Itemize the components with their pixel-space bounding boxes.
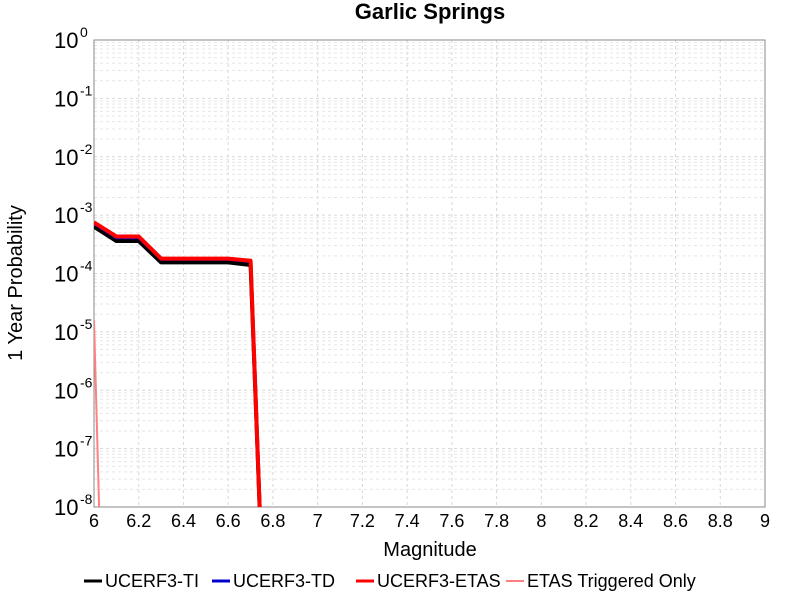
y-tick-exponent: -2 <box>80 141 93 157</box>
y-tick-label: 10 -3 <box>54 199 93 228</box>
y-tick-label: 10 -7 <box>54 433 93 462</box>
y-tick-exponent: -8 <box>80 491 93 507</box>
y-tick-exponent: -6 <box>80 374 93 390</box>
x-axis-label: Magnitude <box>383 539 476 561</box>
x-tick-label: 8.6 <box>663 511 688 531</box>
x-tick-label: 9 <box>760 511 770 531</box>
legend-item: UCERF3-TD <box>212 571 335 591</box>
x-tick-label: 7 <box>313 511 323 531</box>
y-tick-base: 10 <box>54 495 78 520</box>
x-tick-label: 8.8 <box>708 511 733 531</box>
y-tick-label: 10 -8 <box>54 491 93 520</box>
chart-title: Garlic Springs <box>355 0 505 24</box>
legend-label: UCERF3-TI <box>105 571 199 591</box>
y-tick-label: 10 -4 <box>54 258 93 287</box>
y-tick-label: 10 -6 <box>54 374 93 403</box>
legend-label: UCERF3-ETAS <box>377 571 501 591</box>
y-tick-base: 10 <box>54 378 78 403</box>
y-tick-exponent: -7 <box>80 433 93 449</box>
x-tick-label: 6.6 <box>216 511 241 531</box>
x-tick-label: 8.4 <box>618 511 643 531</box>
x-tick-label: 6.4 <box>171 511 196 531</box>
legend-label: UCERF3-TD <box>233 571 335 591</box>
x-tick-label: 8 <box>536 511 546 531</box>
series-line-3 <box>94 319 101 507</box>
y-tick-base: 10 <box>54 437 78 462</box>
y-axis-label: 1 Year Probability <box>5 205 27 361</box>
y-tick-label: 10 0 <box>54 24 88 53</box>
x-tick-label: 7.6 <box>439 511 464 531</box>
y-tick-base: 10 <box>54 28 78 53</box>
y-tick-base: 10 <box>54 145 78 170</box>
y-tick-base: 10 <box>54 262 78 287</box>
y-tick-label: 10 -5 <box>54 316 93 345</box>
legend-label: ETAS Triggered Only <box>527 571 696 591</box>
y-tick-exponent: -3 <box>80 199 93 215</box>
x-tick-label: 6 <box>89 511 99 531</box>
y-tick-base: 10 <box>54 203 78 228</box>
y-tick-base: 10 <box>54 320 78 345</box>
series-line-0 <box>94 225 262 507</box>
x-tick-label: 7.4 <box>395 511 420 531</box>
legend: UCERF3-TI UCERF3-TD UCERF3-ETAS ETAS Trigge… <box>84 571 696 591</box>
legend-item: UCERF3-TI <box>84 571 199 591</box>
grid <box>93 40 766 508</box>
x-tick-label: 8.2 <box>574 511 599 531</box>
series-layer <box>94 220 262 507</box>
y-tick-exponent: -5 <box>80 316 93 332</box>
series-line-2 <box>94 220 262 507</box>
legend-item: UCERF3-ETAS <box>356 571 501 591</box>
y-tick-exponent: 0 <box>80 24 88 40</box>
x-axis-ticks: 6 6.2 6.4 6.6 6.8 7 7.2 7.4 7.6 7.8 8 8.2 8.4 8.6 8.8 9 <box>89 511 770 531</box>
y-tick-base: 10 <box>54 86 78 111</box>
y-tick-exponent: -1 <box>80 82 93 98</box>
legend-item: ETAS Triggered Only <box>506 571 696 591</box>
y-tick-label: 10 -2 <box>54 141 93 170</box>
x-tick-label: 7.2 <box>350 511 375 531</box>
x-tick-label: 6.8 <box>260 511 285 531</box>
x-tick-label: 6.2 <box>126 511 151 531</box>
y-tick-exponent: -4 <box>80 258 93 274</box>
y-tick-label: 10 -1 <box>54 82 93 111</box>
plot-area <box>93 39 766 508</box>
x-tick-label: 7.8 <box>484 511 509 531</box>
